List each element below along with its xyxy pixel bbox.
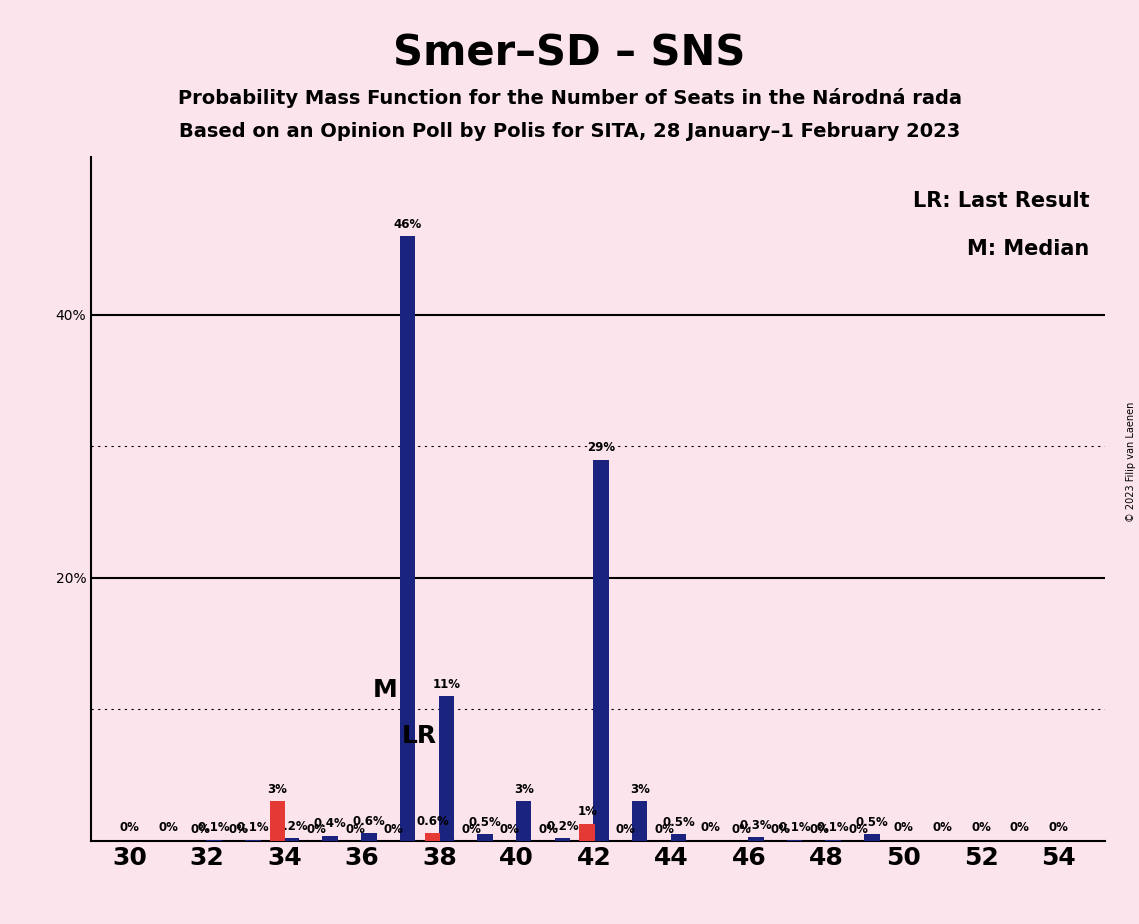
Text: 0.5%: 0.5% xyxy=(662,816,695,829)
Text: 11%: 11% xyxy=(433,678,460,691)
Bar xyxy=(748,837,763,841)
Text: 0%: 0% xyxy=(461,822,481,835)
Text: LR: LR xyxy=(402,723,436,748)
Text: 0.2%: 0.2% xyxy=(276,820,308,833)
Bar xyxy=(361,833,377,841)
Text: 0%: 0% xyxy=(120,821,140,834)
Text: 3%: 3% xyxy=(268,784,287,796)
Bar xyxy=(477,834,493,841)
Text: 0%: 0% xyxy=(732,822,752,835)
Bar xyxy=(425,833,440,841)
Bar xyxy=(632,801,647,841)
Text: 0%: 0% xyxy=(539,822,558,835)
Bar xyxy=(245,840,261,841)
Text: 0%: 0% xyxy=(190,822,211,835)
Text: 0.1%: 0.1% xyxy=(237,821,269,834)
Text: 0.1%: 0.1% xyxy=(198,821,230,834)
Bar xyxy=(555,838,571,841)
Text: 0%: 0% xyxy=(1010,821,1030,834)
Bar xyxy=(270,801,286,841)
Text: 0%: 0% xyxy=(229,822,248,835)
Text: M: M xyxy=(374,677,398,701)
Text: 0%: 0% xyxy=(500,822,519,835)
Text: 29%: 29% xyxy=(587,442,615,455)
Text: 0%: 0% xyxy=(810,822,829,835)
Text: 0%: 0% xyxy=(1049,821,1068,834)
Text: 0%: 0% xyxy=(158,821,179,834)
Text: 0%: 0% xyxy=(616,822,636,835)
Text: Smer–SD – SNS: Smer–SD – SNS xyxy=(393,32,746,74)
Bar xyxy=(439,696,454,841)
Text: Probability Mass Function for the Number of Seats in the Národná rada: Probability Mass Function for the Number… xyxy=(178,88,961,108)
Text: 0.6%: 0.6% xyxy=(353,815,385,828)
Text: 46%: 46% xyxy=(393,218,421,231)
Bar xyxy=(865,834,879,841)
Text: 3%: 3% xyxy=(514,784,534,796)
Bar xyxy=(593,459,609,841)
Bar xyxy=(284,838,300,841)
Bar xyxy=(580,824,595,841)
Text: 0.3%: 0.3% xyxy=(739,819,772,832)
Text: 0.5%: 0.5% xyxy=(468,816,501,829)
Text: 0%: 0% xyxy=(933,821,952,834)
Text: 0%: 0% xyxy=(700,821,720,834)
Text: 1%: 1% xyxy=(577,806,597,819)
Text: 0.6%: 0.6% xyxy=(416,815,449,828)
Text: 0.5%: 0.5% xyxy=(855,816,888,829)
Text: 0%: 0% xyxy=(384,822,403,835)
Bar xyxy=(322,835,338,841)
Text: 0%: 0% xyxy=(894,821,913,834)
Text: 3%: 3% xyxy=(630,784,649,796)
Text: 0%: 0% xyxy=(771,822,790,835)
Text: 0%: 0% xyxy=(345,822,364,835)
Text: © 2023 Filip van Laenen: © 2023 Filip van Laenen xyxy=(1126,402,1136,522)
Text: 0%: 0% xyxy=(306,822,326,835)
Bar xyxy=(516,801,532,841)
Bar xyxy=(787,840,802,841)
Text: 0.2%: 0.2% xyxy=(546,820,579,833)
Text: Based on an Opinion Poll by Polis for SITA, 28 January–1 February 2023: Based on an Opinion Poll by Polis for SI… xyxy=(179,122,960,141)
Text: 0%: 0% xyxy=(972,821,991,834)
Text: 0.1%: 0.1% xyxy=(817,821,850,834)
Text: 0%: 0% xyxy=(655,822,674,835)
Bar xyxy=(206,840,222,841)
Bar xyxy=(400,236,416,841)
Text: 0%: 0% xyxy=(849,822,868,835)
Bar xyxy=(826,840,841,841)
Text: LR: Last Result: LR: Last Result xyxy=(913,191,1090,212)
Text: M: Median: M: Median xyxy=(967,239,1090,259)
Text: 0.1%: 0.1% xyxy=(778,821,811,834)
Text: 0.4%: 0.4% xyxy=(314,818,346,831)
Bar xyxy=(671,834,686,841)
